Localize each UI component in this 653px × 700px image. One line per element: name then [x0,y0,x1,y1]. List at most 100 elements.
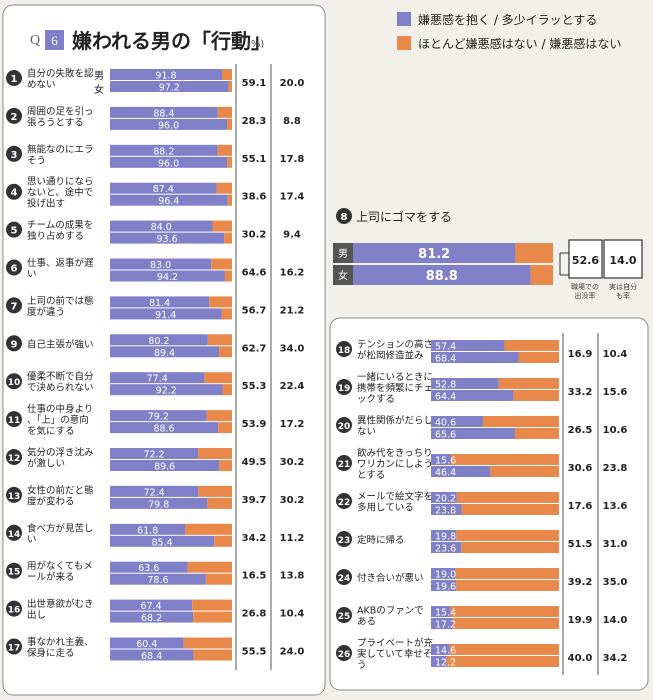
rank-11-male-bar-disagree [206,410,232,422]
rank-11-male-value: 79.2 [148,412,169,423]
rank-12-female-value: 89.6 [154,462,175,473]
rank-25-col2-value: 14.0 [603,615,628,626]
rank-1-male-bar-agree [110,69,222,80]
rank-2-male-value: 88.4 [153,108,174,119]
rank-25-col1-value: 19.9 [568,615,593,626]
rank-5-label-line: 独り占めする [27,230,84,242]
rank-15-number: 15 [8,568,21,578]
rank-21-male-bar-agree [431,454,451,465]
rank-14-badge [6,524,22,541]
rank-15-col1-value: 16.5 [242,571,267,582]
rank-23-male-bar-disagree [456,530,559,541]
rank-9-male-bar-disagree [207,334,232,346]
rank-20-female-value: 65.6 [435,430,456,441]
rank-19-female-value: 64.4 [435,392,456,403]
rank-18-number: 18 [338,346,351,356]
rank-8-c2-box [603,239,643,279]
rank-9-col2-value: 34.0 [280,343,305,354]
rank-7-col2-value: 21.2 [280,305,305,316]
rank-26-label-line: 実していて幸せそ [357,648,432,660]
rank-6-male-value: 83.0 [150,260,171,271]
page-title: 嫌われる男の「行動」 [72,29,271,53]
rank-19-label-line: 携帯を頻繁にチェ [357,382,433,394]
rank-26-badge [336,645,352,661]
rank-9-female-value: 89.4 [154,348,175,359]
rank-2-female-bar-agree [110,118,228,130]
rank-24-badge [336,569,352,585]
rank-3-label-line: 無能なのにエラ [27,143,94,155]
rank-11-label-line: 、「上」の意向 [27,414,89,426]
rank-5-male-bar-disagree [212,220,232,232]
rank-26-female-bar-agree [431,656,447,667]
rank-4-label-line: 思い通りになら [27,177,94,188]
rank-14-number: 14 [8,530,21,540]
rank-13-col1-value: 39.7 [242,495,267,506]
rank-22-number: 22 [338,498,351,508]
rank-18-female-value: 68.4 [435,354,456,365]
rank-2-number: 2 [11,112,18,123]
unit-label: (%) [247,39,264,50]
rank-6-male-bar-disagree [211,258,232,270]
rank-4-female-bar-disagree [227,194,232,206]
rank-24-col1-value: 39.2 [568,577,593,588]
rank-13-number: 13 [8,492,21,502]
rank-10-label-line: で決められない [27,382,94,394]
rank-15-label-line: 用がなくてもメ [27,560,93,572]
rank-5-male-value: 84.0 [151,222,172,233]
rank-8-female-label: 女 [338,269,348,282]
rank-24-label-line: 付き合いが悪い [357,572,424,584]
rank-6-number: 6 [11,264,18,275]
rank-26-label-line: プライベートが充 [357,637,434,649]
rank-7-female-value: 91.4 [155,310,176,321]
legend-label-disagree: ほとんど嫌悪感はない / 嫌悪感はない [418,36,621,51]
rank-7-male-bar-agree [110,296,210,308]
rank-15-female-bar-agree [110,573,206,585]
rank-22-label-line: 多用している [357,502,414,514]
rank-22-male-bar-disagree [456,492,559,503]
rank-10-number: 10 [8,378,21,388]
rank-26-col2-value: 34.2 [603,653,628,664]
rank-18-badge [336,341,352,357]
rank-23-col2-value: 31.0 [603,539,628,550]
rank-11-label-line: 仕事の中身より [27,403,93,415]
rank-13-male-bar-disagree [198,485,232,497]
rank-20-male-bar-disagree [482,416,559,427]
rank-2-male-bar-agree [110,106,218,118]
rank-15-male-bar-disagree [187,561,232,573]
rank-16-number: 16 [8,606,21,616]
rank-10-female-bar-disagree [222,384,232,396]
rank-8-value-1: 88.8 [426,269,458,284]
rank-9-male-value: 80.2 [148,336,169,347]
rank-1-male-value: 91.8 [155,71,176,82]
rank-23-label-line: 定時に帰る [357,534,405,546]
rank-19-col2-value: 15.6 [603,387,628,398]
rank-4-female-value: 96.4 [158,196,179,207]
rank-22-male-bar-agree [431,492,457,503]
rank-2-col1-value: 28.3 [242,116,267,127]
rank-8-bars: 81.2 88.8 [353,243,553,285]
rank-16-col1-value: 26.8 [242,609,267,620]
rank-9-badge [6,335,22,352]
q-number: 6 [51,33,58,48]
rank-6-female-value: 94.2 [157,272,178,283]
rank-23-badge [336,531,352,547]
rank-21-col2-value: 23.8 [603,463,628,474]
rank-12-label-line: が激しい [27,458,65,470]
rank-12-male-bar-disagree [198,448,232,459]
rank-8-c1-box [568,239,603,279]
rank-22-col1-value: 17.6 [568,501,593,512]
rank-7-badge [6,297,22,314]
rank-16-female-bar-disagree [193,611,232,623]
rank-10-male-bar-agree [110,372,205,384]
rank-21-badge [336,455,352,471]
rank-17-male-bar-disagree [183,637,232,649]
rank-24-male-bar-disagree [455,568,559,579]
rank-17-badge [6,638,22,655]
rank-13-female-bar-disagree [207,497,232,509]
rank-22-male-value: 20.2 [435,494,456,505]
rank-14-male-bar-agree [110,523,186,535]
rank-8-number: 8 [341,212,348,223]
rank-21-label-line: ワリカンにしよう [357,459,433,470]
rank-15-male-bar-agree [110,561,188,573]
rank-22-female-bar-agree [431,504,462,515]
